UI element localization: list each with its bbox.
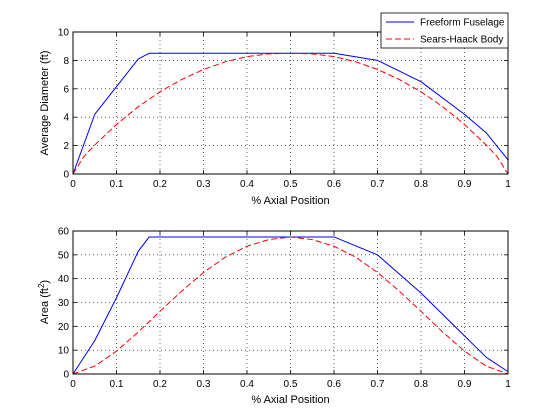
diameter-y-tick-label: 4 [63,113,69,124]
diameter-x-tick-label: 0.2 [153,179,167,190]
diameter-y-axis-label: Average Diameter (ft) [39,51,51,156]
diameter-y-tick-label: 10 [58,28,70,39]
diameter-x-tick-label: 0.9 [458,179,472,190]
area-y-axis-label: Area (ft2) [37,280,51,324]
area-y-tick-label: 60 [58,227,70,238]
diameter-x-axis-label: % Axial Position [251,195,329,207]
area-y-tick-label: 0 [63,370,69,381]
area-plot-area [73,231,508,374]
area-x-tick-label: 0.8 [414,379,428,390]
area-x-tick-label: 0.3 [197,379,211,390]
area-grid [73,231,508,374]
area-x-axis-label: % Axial Position [251,394,329,406]
area-x-tick-label: 0 [70,379,76,390]
diameter-x-tick-label: 0.5 [284,179,298,190]
area-x-tick-label: 0.1 [110,379,124,390]
area-series-freeform-fuselage-line [72,236,509,375]
diameter-x-tick-label: 0.8 [414,179,428,190]
legend: Freeform Fuselage Sears-Haack Body [380,12,509,49]
area-x-tick-label: 0.5 [284,379,298,390]
diameter-y-tick-label: 2 [63,141,69,152]
area-y-tick-label: 50 [58,250,70,261]
area-axes: 0 0.1 0.2 0.3 0.4 0.5 0.6 0.7 0.8 0.9 101020304050… [37,227,511,407]
diameter-x-tick-label: 0.3 [197,179,211,190]
area-x-tick-label: 1 [505,379,511,390]
diameter-y-tick-label: 8 [63,56,69,67]
legend-box [380,12,509,49]
diameter-x-tick-label: 1 [505,179,511,190]
area-y-tick-label: 10 [58,346,70,357]
diameter-x-tick-label: 0.7 [371,179,385,190]
area-x-tick-label: 0.9 [458,379,472,390]
area-series [72,236,509,375]
diameter-series-sears-haack-body-line [72,52,509,175]
diameter-x-tick-label: 0.6 [327,179,341,190]
area-x-tick-label: 0.7 [371,379,385,390]
area-y-tick-label: 20 [58,322,70,333]
diameter-x-tick-label: 0.1 [110,179,124,190]
diameter-x-tick-label: 0.4 [240,179,254,190]
area-series-sears-haack-body-line [72,236,509,375]
area-y-tick-label: 30 [58,298,70,309]
legend-label-sears-haack: Sears-Haack Body [420,35,503,46]
legend-label-freeform: Freeform Fuselage [420,18,505,29]
diameter-series-freeform-fuselage-line [72,52,509,175]
area-x-tick-label: 0.2 [153,379,167,390]
diameter-y-tick-label: 6 [63,84,69,95]
area-y-tick-label: 40 [58,274,70,285]
area-ticks: 0 0.1 0.2 0.3 0.4 0.5 0.6 0.7 0.8 0.9 101020304050… [58,227,511,391]
diameter-grid [73,32,508,174]
area-y-label-end: ) [39,280,51,284]
area-y-label-main: Area (ft [39,288,51,324]
diameter-x-tick-label: 0 [70,179,76,190]
diameter-series [72,52,509,175]
area-y-label-superscript: 2 [37,283,46,288]
diameter-y-tick-label: 0 [63,170,69,181]
area-x-tick-label: 0.6 [327,379,341,390]
area-x-tick-label: 0.4 [240,379,254,390]
